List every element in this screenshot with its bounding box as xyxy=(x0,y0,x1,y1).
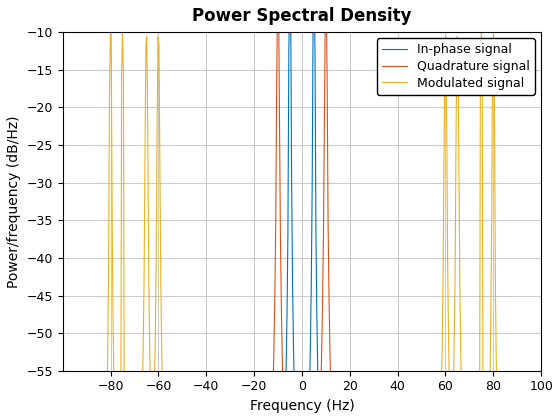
Modulated signal xyxy=(119,27,126,32)
X-axis label: Frequency (Hz): Frequency (Hz) xyxy=(250,399,354,413)
Modulated signal xyxy=(487,328,494,333)
Quadrature signal xyxy=(269,389,276,394)
Line: Quadrature signal: Quadrature signal xyxy=(63,0,540,420)
Modulated signal xyxy=(452,265,459,270)
Legend: In-phase signal, Quadrature signal, Modulated signal: In-phase signal, Quadrature signal, Modu… xyxy=(377,38,535,95)
Y-axis label: Power/frequency (dB/Hz): Power/frequency (dB/Hz) xyxy=(7,115,21,288)
Line: In-phase signal: In-phase signal xyxy=(63,0,540,420)
Line: Modulated signal: Modulated signal xyxy=(63,30,540,420)
Title: Power Spectral Density: Power Spectral Density xyxy=(192,7,412,25)
